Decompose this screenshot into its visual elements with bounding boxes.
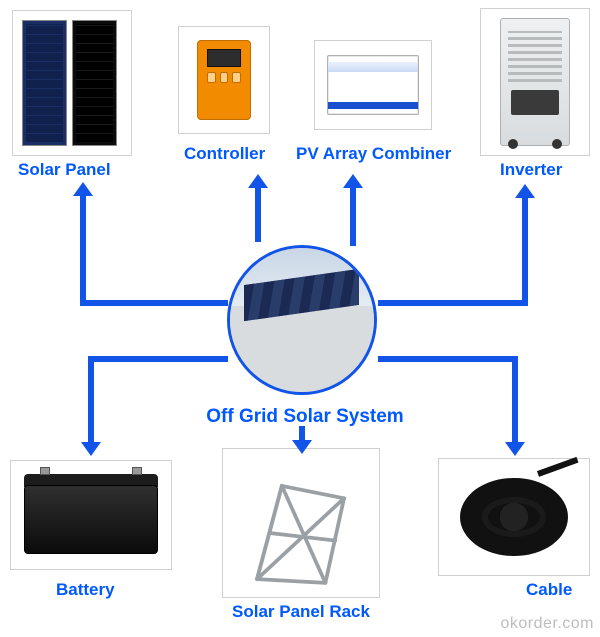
arrow xyxy=(378,356,518,362)
arrow-head xyxy=(343,174,363,188)
arrow-head xyxy=(248,174,268,188)
pv-combiner-icon xyxy=(314,40,432,130)
arrow xyxy=(512,356,518,444)
arrow xyxy=(88,356,94,444)
arrow xyxy=(88,356,228,362)
center-title: Off Grid Solar System xyxy=(200,406,410,428)
arrow xyxy=(80,194,86,306)
diagram-canvas: Off Grid Solar System Solar Panel Contro… xyxy=(0,0,600,637)
center-house-image xyxy=(227,245,377,395)
label-inverter: Inverter xyxy=(500,160,562,180)
inverter-icon xyxy=(480,8,590,156)
label-controller: Controller xyxy=(184,144,265,164)
controller-icon xyxy=(178,26,270,134)
arrow xyxy=(80,300,228,306)
arrow-head xyxy=(505,442,525,456)
rack-svg xyxy=(235,461,366,585)
arrow-head xyxy=(73,182,93,196)
label-solar-panel: Solar Panel xyxy=(18,160,111,180)
battery-icon xyxy=(10,460,172,570)
label-battery: Battery xyxy=(56,580,115,600)
arrow-head xyxy=(292,440,312,454)
cable-icon xyxy=(438,458,590,576)
label-pv-combiner: PV Array Combiner xyxy=(296,144,451,164)
label-cable: Cable xyxy=(526,580,572,600)
label-rack: Solar Panel Rack xyxy=(232,602,370,622)
arrow-head xyxy=(81,442,101,456)
arrow xyxy=(255,186,261,242)
watermark-text: okorder.com xyxy=(500,615,594,633)
arrow-head xyxy=(515,184,535,198)
arrow xyxy=(522,196,528,306)
arrow xyxy=(378,300,528,306)
arrow xyxy=(350,186,356,246)
rack-icon xyxy=(222,448,380,598)
solar-panel-icon xyxy=(12,10,132,156)
